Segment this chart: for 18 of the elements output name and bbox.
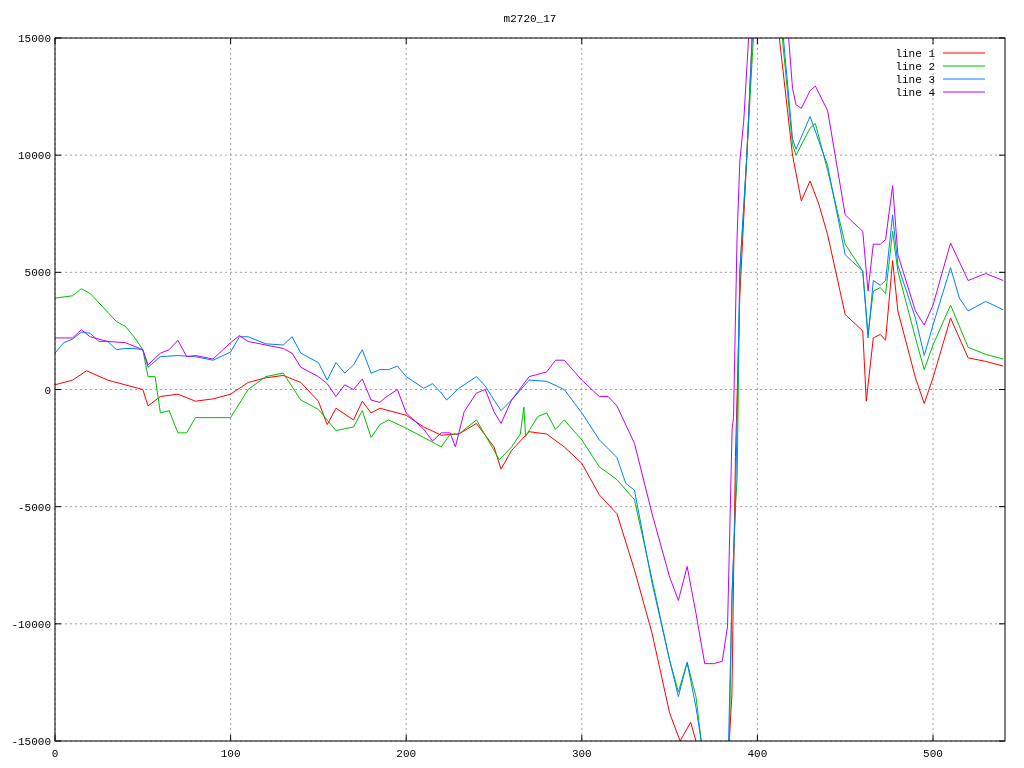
y-tick-label: 15000 — [17, 33, 51, 45]
y-tick-label: 0 — [44, 384, 51, 397]
x-tick-label: 200 — [396, 748, 417, 760]
x-tick-label: 100 — [220, 748, 241, 760]
y-tick-label: -5000 — [17, 501, 51, 514]
y-tick-label: 10000 — [17, 150, 51, 163]
legend-label: line 2 — [895, 61, 935, 73]
x-tick-label: 300 — [571, 748, 592, 760]
y-tick-label: -10000 — [11, 618, 51, 631]
y-tick-label: 5000 — [24, 267, 51, 280]
chart-title: m2720_17 — [503, 13, 557, 25]
legend-label: line 4 — [895, 87, 936, 99]
legend-label: line 1 — [895, 48, 936, 60]
y-tick-label: -15000 — [11, 736, 51, 748]
legend-label: line 3 — [895, 74, 935, 86]
x-tick-label: 400 — [747, 748, 768, 760]
x-tick-label: 500 — [923, 748, 943, 760]
x-tick-label: 0 — [51, 748, 59, 760]
